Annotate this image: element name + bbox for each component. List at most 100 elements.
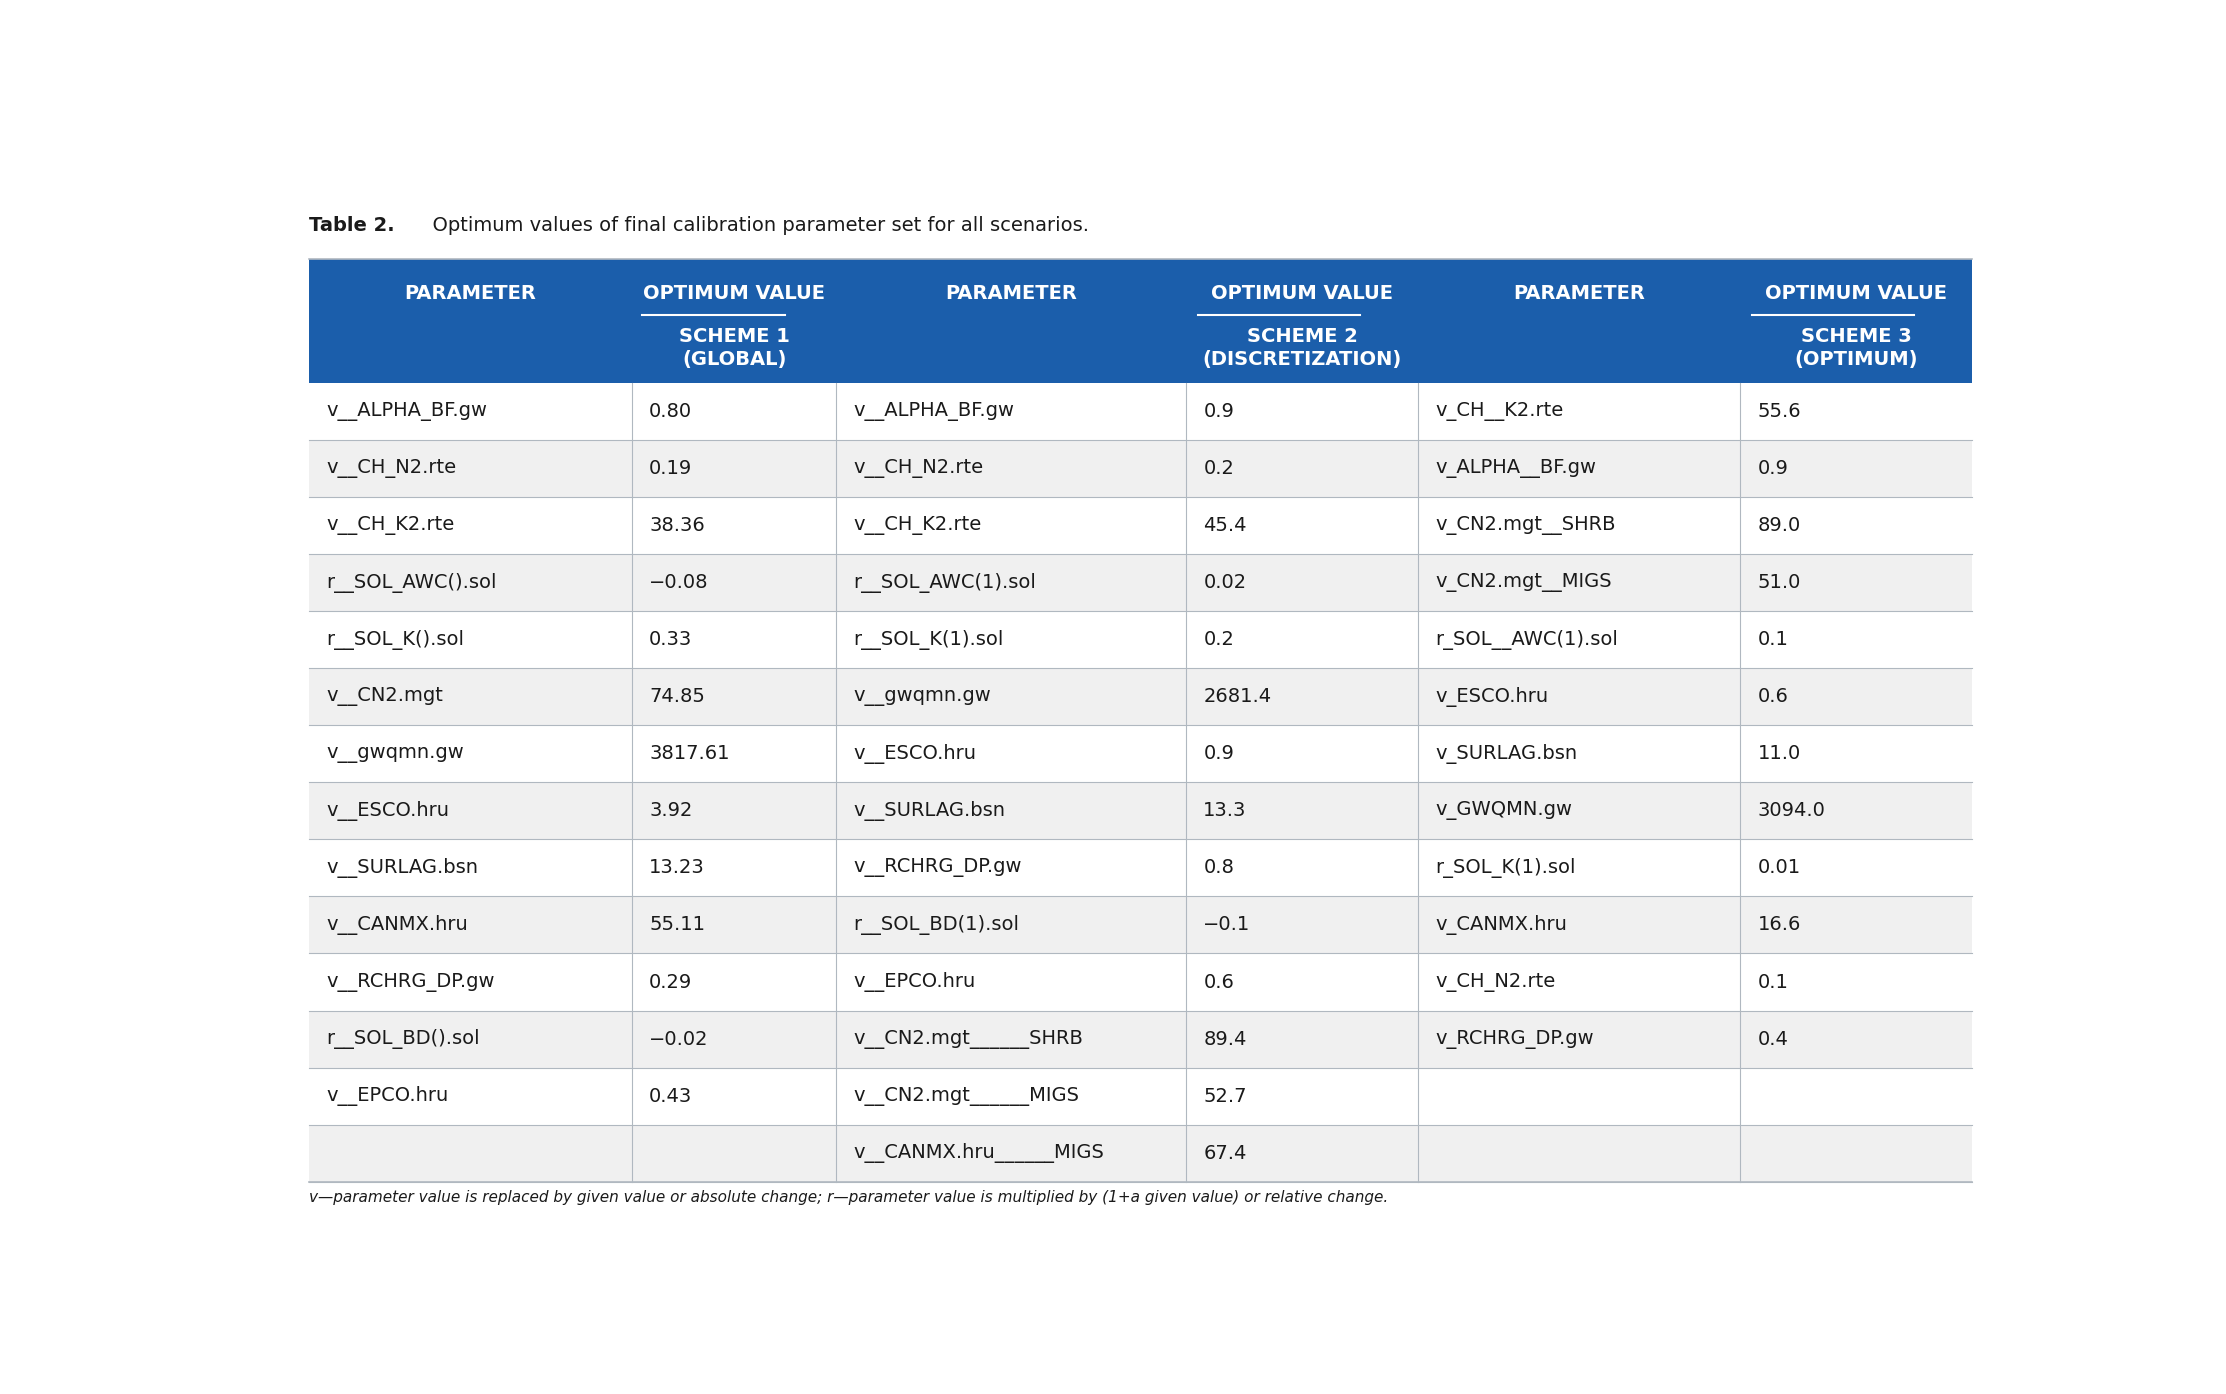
Text: SCHEME 2
(DISCRETIZATION): SCHEME 2 (DISCRETIZATION) — [1202, 328, 1402, 369]
Text: v—parameter value is replaced by given value or absolute change; r—parameter val: v—parameter value is replaced by given v… — [309, 1190, 1389, 1206]
Text: 0.8: 0.8 — [1204, 859, 1233, 877]
Text: 55.6: 55.6 — [1759, 401, 1801, 421]
Text: −0.08: −0.08 — [650, 573, 708, 592]
Text: 0.2: 0.2 — [1204, 630, 1233, 650]
Text: v__ESCO.hru: v__ESCO.hru — [327, 802, 450, 821]
Bar — [309, 782, 1972, 839]
Text: v__CH_N2.rte: v__CH_N2.rte — [327, 459, 456, 478]
Text: 3.92: 3.92 — [650, 802, 692, 821]
Text: PARAMETER: PARAMETER — [1514, 284, 1645, 302]
Text: v_CANMX.hru: v_CANMX.hru — [1436, 914, 1567, 935]
Text: v_CH__K2.rte: v_CH__K2.rte — [1436, 401, 1563, 421]
Text: Optimum values of final calibration parameter set for all scenarios.: Optimum values of final calibration para… — [421, 216, 1089, 234]
Text: v__CN2.mgt: v__CN2.mgt — [327, 687, 443, 707]
Text: PARAMETER: PARAMETER — [405, 284, 536, 302]
Text: 0.02: 0.02 — [1204, 573, 1247, 592]
Text: SCHEME 3
(OPTIMUM): SCHEME 3 (OPTIMUM) — [1794, 328, 1919, 369]
Text: v__CH_K2.rte: v__CH_K2.rte — [855, 516, 982, 535]
Text: 52.7: 52.7 — [1204, 1086, 1247, 1105]
Text: −0.02: −0.02 — [650, 1030, 708, 1048]
Text: SCHEME 1
(GLOBAL): SCHEME 1 (GLOBAL) — [679, 328, 790, 369]
Text: 13.23: 13.23 — [650, 859, 706, 877]
Text: r__SOL_K(1).sol: r__SOL_K(1).sol — [855, 630, 1004, 650]
Text: v_GWQMN.gw: v_GWQMN.gw — [1436, 802, 1572, 821]
Text: 89.0: 89.0 — [1759, 516, 1801, 535]
Bar — [309, 258, 1972, 383]
Bar — [309, 839, 1972, 896]
Text: 0.1: 0.1 — [1759, 973, 1787, 991]
Text: 0.01: 0.01 — [1759, 859, 1801, 877]
Text: 74.85: 74.85 — [650, 687, 706, 707]
Text: OPTIMUM VALUE: OPTIMUM VALUE — [1211, 284, 1393, 302]
Text: r__SOL_BD(1).sol: r__SOL_BD(1).sol — [855, 914, 1020, 935]
Text: 0.2: 0.2 — [1204, 459, 1233, 478]
Text: v__EPCO.hru: v__EPCO.hru — [327, 1086, 450, 1105]
Text: Table 2.: Table 2. — [309, 216, 394, 234]
Text: PARAMETER: PARAMETER — [946, 284, 1077, 302]
Bar — [309, 612, 1972, 668]
Text: v__gwqmn.gw: v__gwqmn.gw — [327, 744, 465, 764]
Bar — [309, 668, 1972, 725]
Text: v__ALPHA_BF.gw: v__ALPHA_BF.gw — [855, 401, 1015, 421]
Text: 38.36: 38.36 — [650, 516, 706, 535]
Text: v__RCHRG_DP.gw: v__RCHRG_DP.gw — [327, 973, 494, 991]
Text: 0.33: 0.33 — [650, 630, 692, 650]
Bar — [309, 555, 1972, 612]
Text: OPTIMUM VALUE: OPTIMUM VALUE — [1765, 284, 1948, 302]
Text: 0.9: 0.9 — [1204, 401, 1233, 421]
Text: r__SOL_AWC().sol: r__SOL_AWC().sol — [327, 573, 496, 592]
Text: 0.9: 0.9 — [1759, 459, 1787, 478]
Text: v_CN2.mgt__SHRB: v_CN2.mgt__SHRB — [1436, 516, 1616, 535]
Bar — [309, 1068, 1972, 1125]
Text: 51.0: 51.0 — [1759, 573, 1801, 592]
Text: r_SOL_K(1).sol: r_SOL_K(1).sol — [1436, 857, 1576, 878]
Text: v_ESCO.hru: v_ESCO.hru — [1436, 687, 1549, 707]
Bar — [309, 896, 1972, 953]
Text: v_CH_N2.rte: v_CH_N2.rte — [1436, 973, 1556, 991]
Text: 67.4: 67.4 — [1204, 1143, 1247, 1163]
Text: 0.80: 0.80 — [650, 401, 692, 421]
Text: 0.6: 0.6 — [1759, 687, 1787, 707]
Text: r__SOL_AWC(1).sol: r__SOL_AWC(1).sol — [855, 573, 1037, 592]
Text: v__CH_K2.rte: v__CH_K2.rte — [327, 516, 454, 535]
Text: 13.3: 13.3 — [1204, 802, 1247, 821]
Bar — [309, 441, 1972, 498]
Text: 0.4: 0.4 — [1759, 1030, 1787, 1048]
Text: v__SURLAG.bsn: v__SURLAG.bsn — [327, 857, 479, 878]
Text: 89.4: 89.4 — [1204, 1030, 1247, 1048]
Text: v__CANMX.hru______MIGS: v__CANMX.hru______MIGS — [855, 1143, 1104, 1163]
Text: 3817.61: 3817.61 — [650, 744, 730, 764]
Text: 55.11: 55.11 — [650, 916, 706, 934]
Text: 0.43: 0.43 — [650, 1086, 692, 1105]
Text: r_SOL__AWC(1).sol: r_SOL__AWC(1).sol — [1436, 630, 1618, 650]
Text: 45.4: 45.4 — [1204, 516, 1247, 535]
Text: 16.6: 16.6 — [1759, 916, 1801, 934]
Bar — [309, 383, 1972, 441]
Text: 2681.4: 2681.4 — [1204, 687, 1271, 707]
Text: v__CN2.mgt______MIGS: v__CN2.mgt______MIGS — [855, 1086, 1080, 1105]
Text: v__RCHRG_DP.gw: v__RCHRG_DP.gw — [855, 859, 1022, 877]
Text: v__ESCO.hru: v__ESCO.hru — [855, 744, 977, 764]
Text: v__ALPHA_BF.gw: v__ALPHA_BF.gw — [327, 401, 487, 421]
Text: v_RCHRG_DP.gw: v_RCHRG_DP.gw — [1436, 1030, 1594, 1048]
Text: 11.0: 11.0 — [1759, 744, 1801, 764]
Text: 0.19: 0.19 — [650, 459, 692, 478]
Text: OPTIMUM VALUE: OPTIMUM VALUE — [643, 284, 826, 302]
Text: 3094.0: 3094.0 — [1759, 802, 1825, 821]
Text: 0.9: 0.9 — [1204, 744, 1233, 764]
Text: v__CN2.mgt______SHRB: v__CN2.mgt______SHRB — [855, 1030, 1084, 1048]
Text: −0.1: −0.1 — [1204, 916, 1251, 934]
Text: v__CH_N2.rte: v__CH_N2.rte — [855, 459, 984, 478]
Text: r__SOL_K().sol: r__SOL_K().sol — [327, 630, 465, 650]
Text: v_ALPHA__BF.gw: v_ALPHA__BF.gw — [1436, 459, 1596, 478]
Text: v__gwqmn.gw: v__gwqmn.gw — [855, 687, 991, 707]
Text: 0.1: 0.1 — [1759, 630, 1787, 650]
Bar — [309, 953, 1972, 1011]
Text: v__SURLAG.bsn: v__SURLAG.bsn — [855, 802, 1006, 821]
Bar — [309, 1125, 1972, 1182]
Text: 0.29: 0.29 — [650, 973, 692, 991]
Text: v_SURLAG.bsn: v_SURLAG.bsn — [1436, 744, 1578, 764]
Text: v__CANMX.hru: v__CANMX.hru — [327, 914, 467, 935]
Text: v__EPCO.hru: v__EPCO.hru — [855, 972, 975, 993]
Text: r__SOL_BD().sol: r__SOL_BD().sol — [327, 1029, 481, 1050]
